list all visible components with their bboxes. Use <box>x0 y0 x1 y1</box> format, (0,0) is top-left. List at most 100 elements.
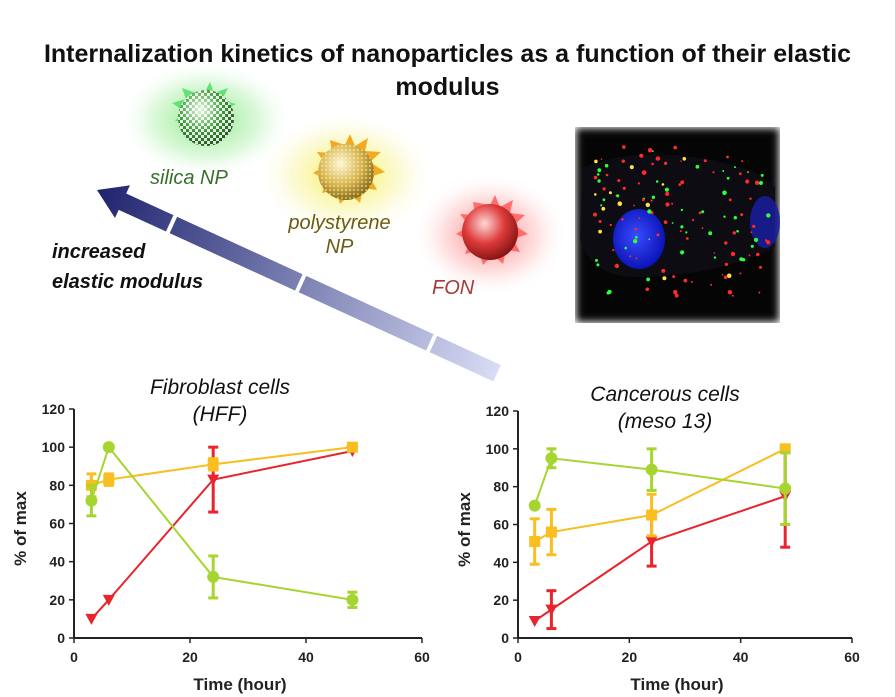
data-point <box>103 474 115 486</box>
fluorescent-spot <box>713 256 717 259</box>
fluorescent-spot <box>652 150 654 152</box>
fluorescent-spot <box>672 275 676 279</box>
fluorescent-spot <box>602 187 606 191</box>
fluorescent-spot <box>740 213 744 217</box>
fluorescent-spot <box>728 198 732 202</box>
fluorescent-spot <box>663 220 668 224</box>
polystyrene-np-label: polystyrene NP <box>288 212 391 258</box>
x-tick-label: 0 <box>70 649 78 665</box>
fluorescent-spot <box>629 165 634 170</box>
fluorescent-spot <box>617 201 623 206</box>
fluorescent-spot <box>674 293 679 298</box>
fluorescent-spot <box>661 183 665 186</box>
chart-1-title: Fibroblast cells (HFF) <box>149 376 291 426</box>
fluorescent-spot <box>617 179 621 183</box>
fluorescent-spot <box>750 244 754 248</box>
fluorescent-spot <box>647 209 652 214</box>
series-triangle-down <box>85 445 359 625</box>
data-point <box>645 463 658 476</box>
fluorescent-spot <box>712 171 715 174</box>
polystyrene-nanoparticle-icon <box>313 134 385 204</box>
fluorescent-spot <box>679 230 682 233</box>
y-tick-label: 60 <box>493 517 509 533</box>
fluorescent-spot <box>690 281 693 283</box>
fluorescent-spot <box>724 262 728 266</box>
fluorescent-spot <box>608 191 612 195</box>
fluorescent-spot <box>642 198 645 202</box>
x-tick-label: 20 <box>622 649 638 665</box>
fluorescent-spot <box>759 265 762 269</box>
fluorescent-spot <box>633 239 638 244</box>
y-tick-label: 0 <box>57 630 65 646</box>
fon-label: FON <box>432 277 475 299</box>
silica-nanoparticle-icon <box>172 82 236 146</box>
series-line <box>90 445 353 601</box>
fluorescent-spot <box>648 238 651 241</box>
fluorescent-spot <box>723 275 728 280</box>
series-line <box>91 446 353 487</box>
chart-2-title: Cancerous cells (meso 13) <box>590 383 740 433</box>
fluorescent-spot <box>600 158 603 161</box>
fluorescent-spot <box>741 160 744 163</box>
fluorescent-spot <box>647 147 653 153</box>
fluorescent-spot <box>698 211 702 215</box>
fluorescent-spot <box>622 145 626 149</box>
fluorescent-spot <box>766 213 771 218</box>
fluorescent-spot <box>600 204 603 207</box>
fluorescent-spot <box>651 195 656 199</box>
fluorescent-spot <box>722 170 725 172</box>
fluorescent-spot <box>645 287 650 292</box>
fluorescent-spot <box>724 241 728 245</box>
fluorescent-spot <box>655 158 658 161</box>
fluorescent-spot <box>701 210 705 214</box>
fluorescent-spot <box>708 231 713 236</box>
data-point <box>645 536 658 548</box>
fluorescent-spot <box>598 220 602 223</box>
silica-np-label: silica NP <box>150 167 228 189</box>
fluorescent-spot <box>609 223 612 227</box>
microscopy-image <box>575 127 780 323</box>
fluorescent-spot <box>745 179 750 184</box>
fluorescent-spot <box>678 183 682 186</box>
fluorescent-spot <box>635 257 638 260</box>
fluorescent-spot <box>695 164 700 169</box>
data-point <box>528 615 541 627</box>
fluorescent-spot <box>753 225 756 228</box>
fluorescent-spot <box>726 273 732 279</box>
y-tick-label: 120 <box>486 403 510 419</box>
fluorescent-spot <box>661 268 666 273</box>
fluorescent-spot <box>703 159 707 163</box>
y-tick-label: 60 <box>49 516 65 532</box>
fluorescent-spot <box>594 193 597 196</box>
fluorescent-spot <box>641 170 647 175</box>
fluorescent-spot <box>634 236 638 239</box>
chart-2: 0 20 40 60 80 100 120 0 20 40 60 Time (hour) % of ma… <box>455 403 860 694</box>
data-point <box>346 593 359 606</box>
fluorescent-spot <box>723 215 726 218</box>
fluorescent-spot <box>747 171 749 173</box>
fluorescent-spot <box>685 231 688 234</box>
fluorescent-spot <box>662 276 667 281</box>
series-square <box>529 443 791 566</box>
y-tick-label: 20 <box>49 592 65 608</box>
fluorescent-spot <box>726 176 730 180</box>
data-point <box>85 494 98 507</box>
fluorescent-spot <box>646 277 650 282</box>
fluorescent-spot <box>734 166 736 169</box>
fluorescent-spot <box>645 202 650 208</box>
fluorescent-spot <box>633 204 635 207</box>
y-axis-label: % of max <box>11 491 30 566</box>
series-circle <box>528 447 792 526</box>
fluorescent-spot <box>665 202 670 207</box>
fluorescent-spot <box>748 254 751 257</box>
arrow-label: increased elastic modulus <box>52 241 204 293</box>
fluorescent-spot <box>612 249 615 252</box>
data-point <box>85 613 98 625</box>
fluorescent-spot <box>756 252 760 257</box>
fluorescent-spot <box>680 208 684 212</box>
x-axis-label: Time (hour) <box>630 675 723 694</box>
fluorescent-spot <box>614 263 620 269</box>
data-point <box>545 604 558 616</box>
